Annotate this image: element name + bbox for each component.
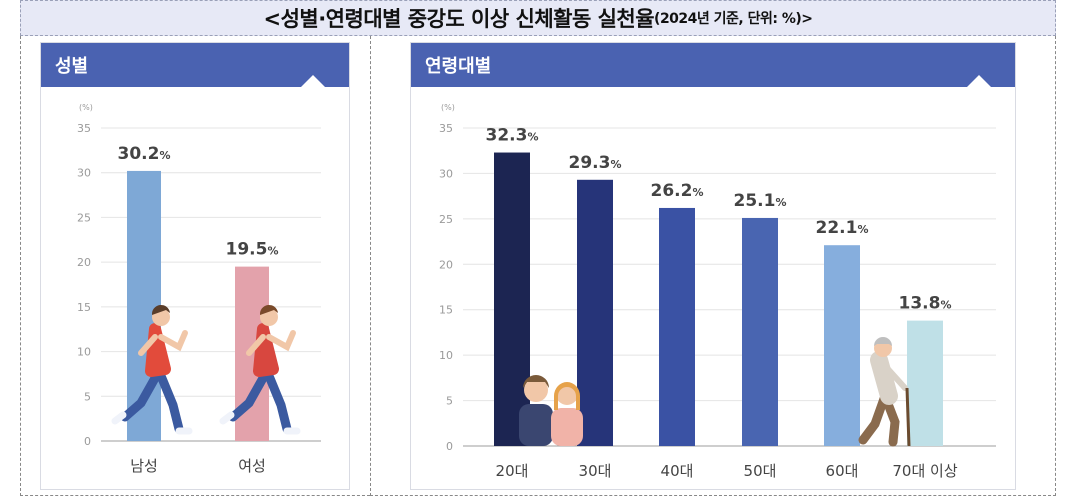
runner-female-icon bbox=[219, 304, 301, 435]
y-tick-label: 15 bbox=[439, 304, 453, 317]
bar bbox=[824, 245, 860, 446]
x-tick-label: 50대 bbox=[744, 462, 777, 480]
gender-chart: (%) 0 5 10 15 20 25 30 35 30.2% 남성 19.5% 여성 bbox=[77, 103, 321, 475]
y-tick-label: 30 bbox=[77, 167, 91, 180]
title-main: <성별·연령대별 중강도 이상 신체활동 실천율 bbox=[263, 7, 655, 31]
data-label: 25.1% bbox=[734, 191, 787, 211]
age-chart: (%) 0 5 10 15 20 25 30 35 32.3% 20대 29.3% 30대 26.2% 40… bbox=[439, 103, 996, 480]
elderly-cane-icon bbox=[858, 337, 911, 447]
bar bbox=[577, 179, 613, 446]
y-tick-label: 20 bbox=[77, 256, 91, 269]
y-tick-label: 15 bbox=[77, 301, 91, 314]
left-frame bbox=[20, 36, 370, 496]
people-illustration bbox=[519, 337, 911, 447]
y-tick-label: 5 bbox=[446, 395, 453, 408]
data-label: 29.3% bbox=[569, 153, 622, 173]
figure-title: <성별·연령대별 중강도 이상 신체활동 실천율 (2024년 기준, 단위: %… bbox=[20, 0, 1056, 36]
data-label: 13.8% bbox=[899, 294, 952, 314]
runners-illustration bbox=[111, 304, 301, 435]
x-tick-label: 여성 bbox=[238, 457, 266, 475]
y-tick-label: 30 bbox=[439, 167, 453, 180]
x-tick-label: 남성 bbox=[130, 457, 158, 475]
y-tick-label: 20 bbox=[439, 258, 453, 271]
y-unit-label: (%) bbox=[441, 103, 455, 112]
data-label: 32.3% bbox=[486, 126, 539, 146]
x-tick-label: 20대 bbox=[496, 462, 529, 480]
y-tick-label: 0 bbox=[84, 435, 91, 448]
panel-notch bbox=[301, 75, 325, 87]
gender-panel: 성별 (%) 0 5 10 15 20 25 30 35 30.2% 남성 19.5% 여성 bbox=[40, 42, 350, 490]
right-frame bbox=[370, 36, 1056, 496]
runner-male-icon bbox=[111, 304, 193, 435]
y-tick-label: 25 bbox=[77, 211, 91, 224]
y-tick-label: 0 bbox=[446, 440, 453, 453]
x-tick-label: 40대 bbox=[661, 462, 694, 480]
panel-notch bbox=[967, 75, 991, 87]
y-tick-label: 10 bbox=[77, 346, 91, 359]
data-label: 19.5% bbox=[226, 240, 279, 260]
bar bbox=[494, 152, 530, 446]
x-tick-label: 30대 bbox=[579, 462, 612, 480]
y-tick-label: 5 bbox=[84, 390, 91, 403]
x-tick-label: 70대 이상 bbox=[892, 462, 957, 480]
data-label: 26.2% bbox=[651, 181, 704, 201]
bar bbox=[907, 320, 943, 446]
y-unit-label: (%) bbox=[79, 103, 93, 112]
young-couple-icon bbox=[519, 375, 583, 446]
y-tick-label: 10 bbox=[439, 349, 453, 362]
data-label: 30.2% bbox=[118, 144, 171, 164]
age-panel-header: 연령대별 bbox=[411, 43, 1015, 87]
bar bbox=[742, 217, 778, 446]
bar bbox=[659, 207, 695, 446]
gender-panel-header: 성별 bbox=[41, 43, 349, 87]
x-tick-label: 60대 bbox=[826, 462, 859, 480]
y-tick-label: 35 bbox=[439, 122, 453, 135]
y-tick-label: 35 bbox=[77, 122, 91, 135]
y-tick-label: 25 bbox=[439, 213, 453, 226]
age-panel: 연령대별 (%) 0 5 10 15 20 25 30 35 32.3% 20대 29.3% 30대 26… bbox=[410, 42, 1016, 490]
title-sub: (2024년 기준, 단위: %)> bbox=[654, 11, 813, 27]
data-label: 22.1% bbox=[816, 218, 869, 238]
